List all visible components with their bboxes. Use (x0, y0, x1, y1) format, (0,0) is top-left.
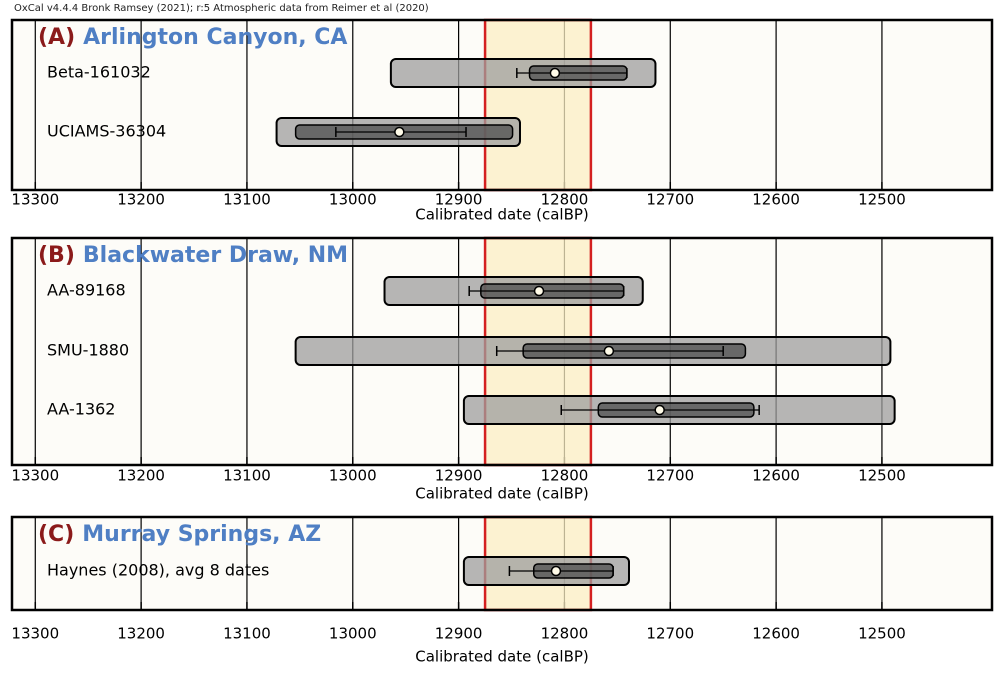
x-tick-label: 13300 (11, 467, 59, 485)
mean-point (654, 404, 665, 416)
row-label: UCIAMS-36304 (47, 122, 166, 141)
x-tick-label: 12500 (858, 625, 906, 643)
row-label: Haynes (2008), avg 8 dates (47, 561, 269, 580)
caption: OxCal v4.4.4 Bronk Ramsey (2021); r:5 At… (14, 3, 429, 14)
x-tick-label: 12600 (752, 191, 800, 209)
mean-point (603, 345, 615, 357)
x-axis-label: Calibrated date (calBP) (415, 485, 589, 503)
panel-title-text: Blackwater Draw, NM (83, 243, 348, 268)
panel-label: (C) (38, 522, 74, 547)
x-tick-label: 12900 (435, 191, 483, 209)
x-tick-label: 12500 (858, 191, 906, 209)
panel-label: (A) (38, 25, 75, 50)
row-label: Beta-161032 (47, 63, 151, 82)
row-label: SMU-1880 (47, 341, 129, 360)
x-tick-label: 12900 (435, 625, 483, 643)
x-tick-label: 13300 (11, 625, 59, 643)
mean-point (549, 67, 561, 79)
panel-title-text: Murray Springs, AZ (82, 522, 321, 547)
x-tick-label: 13300 (11, 191, 59, 209)
x-tick-label: 13000 (329, 191, 377, 209)
x-tick-label: 13100 (223, 625, 271, 643)
panel-frame (10, 236, 994, 467)
x-tick-label: 12700 (646, 625, 694, 643)
x-tick-label: 13000 (329, 625, 377, 643)
x-tick-label: 13200 (117, 467, 165, 485)
x-tick-label: 12800 (541, 625, 589, 643)
panel-frame (10, 515, 994, 612)
x-tick-label: 12800 (541, 467, 589, 485)
panel-title: (C) Murray Springs, AZ (38, 522, 321, 547)
row-label: AA-89168 (47, 281, 126, 300)
panel-title-text: Arlington Canyon, CA (83, 25, 347, 50)
x-tick-label: 12700 (646, 467, 694, 485)
panel-label: (B) (38, 243, 75, 268)
x-axis-label: Calibrated date (calBP) (415, 206, 589, 224)
x-tick-label: 12500 (858, 467, 906, 485)
panel-title: (B) Blackwater Draw, NM (38, 243, 348, 268)
mean-point (533, 285, 545, 297)
panel-title: (A) Arlington Canyon, CA (38, 25, 347, 50)
panel-frame (10, 18, 994, 192)
x-tick-label: 13200 (117, 191, 165, 209)
mean-point (550, 565, 562, 577)
x-tick-label: 12800 (541, 191, 589, 209)
x-tick-label: 12600 (752, 467, 800, 485)
row-label: AA-1362 (47, 400, 115, 419)
x-axis-label: Calibrated date (calBP) (415, 648, 589, 666)
x-tick-label: 12900 (435, 467, 483, 485)
x-tick-label: 13200 (117, 625, 165, 643)
x-tick-label: 12600 (752, 625, 800, 643)
x-tick-label: 13100 (223, 467, 271, 485)
x-tick-label: 13000 (329, 467, 377, 485)
x-tick-label: 12700 (646, 191, 694, 209)
highlight-band (483, 18, 593, 192)
mean-point (394, 126, 405, 138)
x-tick-label: 13100 (223, 191, 271, 209)
